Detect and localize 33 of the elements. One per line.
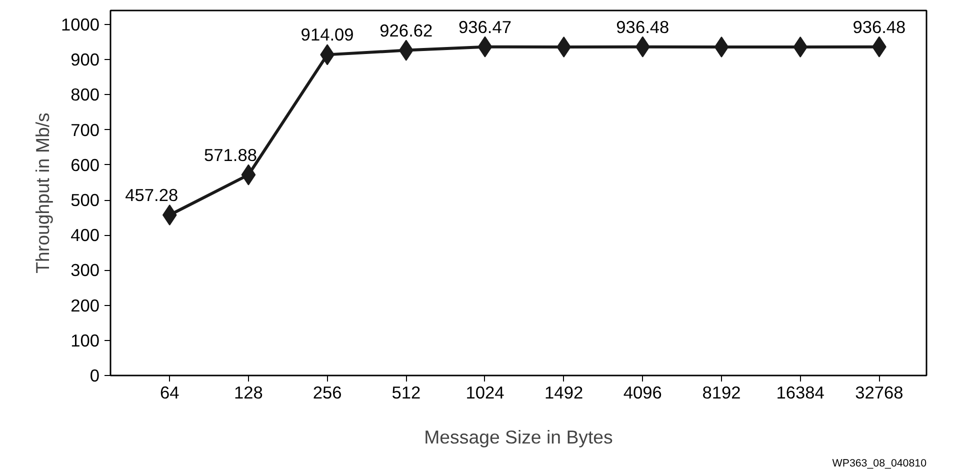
y-tick-label: 200 (70, 295, 100, 316)
y-tick-label: 900 (70, 50, 100, 70)
y-tick-label: 300 (70, 260, 100, 280)
y-tick-label: 100 (70, 330, 100, 350)
y-tick-label: 1000 (60, 14, 100, 35)
point (793, 36, 808, 58)
data-label: 571.88 (204, 144, 257, 165)
y-tick-label: 700 (70, 120, 100, 140)
x-axis-title: Message Size in Bytes (424, 426, 613, 448)
x-tick-label: 1024 (466, 382, 505, 402)
x-tick-label: 256 (312, 382, 342, 402)
x-tick-label: 16384 (776, 382, 825, 402)
y-tick-label: 400 (70, 225, 100, 246)
x-tick-label: 4096 (623, 382, 662, 402)
y-tick-label: 0 (90, 366, 100, 386)
data-label: 926.62 (380, 20, 433, 40)
y-tick-label: 800 (70, 84, 100, 105)
data-label: 914.09 (300, 24, 354, 45)
x-tick-label: 32768 (855, 382, 904, 402)
x-tick-label: 512 (392, 382, 421, 402)
y-axis-title: Throughput in Mb/s (32, 112, 53, 274)
data-label: 936.48 (616, 16, 670, 37)
data-label: 936.48 (852, 16, 906, 37)
text: WP363_08_040810 (832, 458, 927, 470)
data-label: 936.47 (458, 16, 512, 37)
point (714, 36, 729, 58)
x-tick-label: 8192 (702, 382, 741, 402)
x-tick-label: 64 (160, 382, 180, 402)
y-tick-label: 600 (70, 154, 100, 175)
data-label: 457.28 (125, 185, 178, 206)
x-tick-label: 1492 (544, 382, 584, 402)
y-tick-label: 500 (70, 190, 100, 210)
x-tick-label: 128 (234, 382, 263, 402)
